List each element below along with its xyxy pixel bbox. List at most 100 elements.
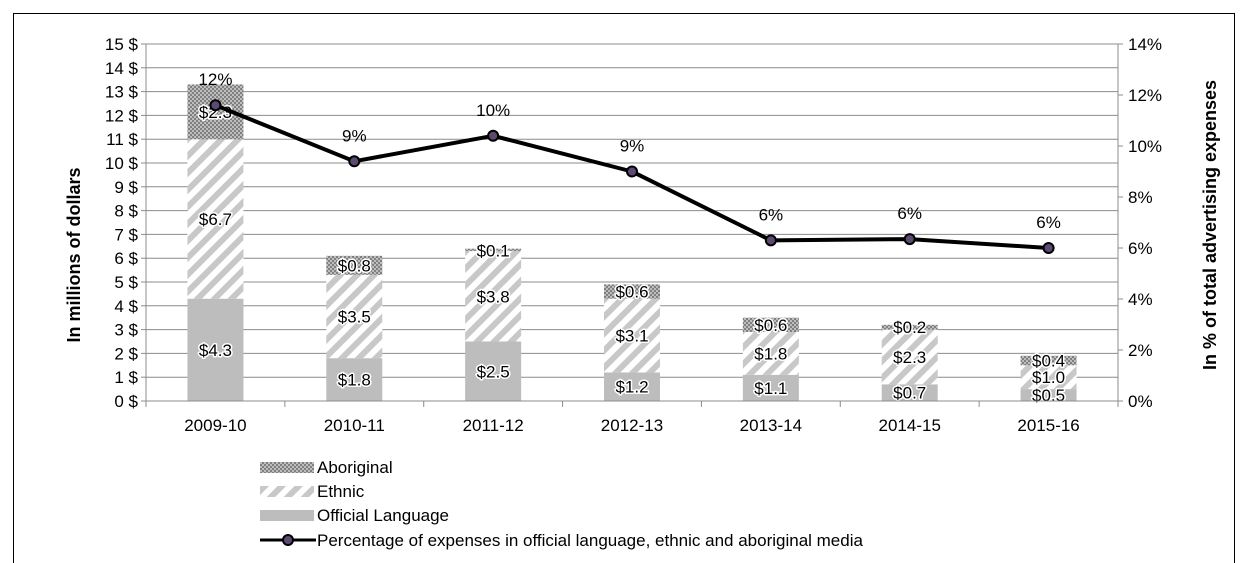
bar-data-label: $2.5 [477, 362, 510, 381]
bar-official-language [742, 374, 799, 401]
line-data-label: 6% [1036, 213, 1061, 232]
legend-swatch-aboriginal [260, 462, 314, 473]
chart-frame [13, 13, 1235, 563]
legend-swatch-marker [282, 534, 294, 546]
line-point [764, 234, 777, 247]
bar-data-label: $0.2 [893, 318, 926, 337]
bar-data-label: $1.8 [338, 371, 371, 390]
line-point [903, 233, 916, 246]
bar-aboriginal [465, 248, 522, 252]
line-data-label: 9% [620, 137, 645, 156]
bar-data-label: $1.1 [754, 379, 787, 398]
bar-data-label: $0.5 [1032, 386, 1065, 405]
bar-aboriginal [604, 284, 660, 299]
y2-tick-label: 4% [1128, 290, 1153, 309]
legend-label-official: Official Language [317, 506, 449, 525]
bar-data-label: $0.7 [893, 384, 926, 403]
bar-ethnic [465, 251, 522, 342]
x-tick-label: 2010-11 [324, 416, 385, 435]
bar-data-label: $3.1 [615, 327, 648, 346]
bar-data-label: $0.6 [615, 283, 648, 302]
bar-official-language [1020, 389, 1077, 401]
y-tick-label: 11 $ [106, 130, 138, 149]
y-tick-label: 1 $ [114, 368, 138, 387]
bar-official-language [465, 341, 522, 401]
bar-data-label: $3.8 [477, 287, 510, 306]
bar-data-label: $1.0 [1032, 368, 1065, 387]
line-point [487, 129, 500, 142]
bar-official-language [187, 298, 244, 401]
y-tick-label: 10 $ [105, 154, 139, 173]
y-tick-label: 2 $ [114, 344, 138, 363]
y2-tick-label: 0% [1128, 392, 1153, 411]
y-tick-label: 0 $ [114, 392, 138, 411]
y-tick-label: 12 $ [105, 106, 139, 125]
line-data-label: 12% [198, 70, 232, 89]
bar-aboriginal [326, 255, 383, 275]
bar-ethnic [326, 274, 383, 359]
y-tick-label: 14 $ [105, 59, 139, 78]
bar-ethnic [881, 329, 938, 385]
line-data-label: 6% [897, 204, 922, 223]
bar-data-label: $4.3 [199, 341, 232, 360]
y-tick-label: 4 $ [114, 297, 138, 316]
y2-axis-title: In % of total advertising expenses [1200, 80, 1220, 370]
legend-swatch-ethnic [260, 486, 314, 497]
legend-label-aboriginal: Aboriginal [317, 458, 393, 477]
bar-ethnic [742, 331, 799, 375]
bar-ethnic [187, 139, 244, 299]
bar-official-language [881, 384, 938, 401]
bar-data-label: $1.2 [615, 378, 648, 397]
x-tick-label: 2014-15 [879, 416, 941, 435]
bar-ethnic [604, 298, 660, 373]
bar-aboriginal [1020, 355, 1077, 366]
line-data-label: 10% [476, 101, 510, 120]
line-point [209, 99, 222, 112]
legend-swatch-official [260, 510, 314, 521]
axes: 0 $ 1 $ 2 $ 3 $ 4 $ 5 $ 6 $ 7 $ 8 $ 9 $ 10 $ 11 $ 12… [105, 35, 1162, 435]
bar-ethnic [1020, 365, 1077, 390]
y2-tick-label: 12% [1128, 86, 1162, 105]
bar-official-language [604, 372, 660, 401]
bar-data-labels: $4.3 $6.7 $2.3 $1.8 $3.5 $0.8 $2.5 $3.8 $0.1 $1.2… [197, 101, 1066, 406]
bar-data-label: $3.5 [338, 308, 371, 327]
bar-aboriginal [742, 317, 799, 332]
y-tick-label: 6 $ [114, 249, 138, 268]
y-tick-label: 5 $ [114, 273, 138, 292]
bar-data-label: $0.8 [338, 256, 371, 275]
x-tick-label: 2015-16 [1017, 416, 1079, 435]
y2-tick-label: 8% [1128, 188, 1153, 207]
line-point [348, 155, 361, 168]
y-axis-title: In millions of dollars [64, 167, 84, 342]
y-tick-label: 8 $ [114, 202, 138, 221]
bars [187, 84, 1077, 401]
x-tick-label: 2009-10 [184, 416, 246, 435]
line-data-label: 6% [759, 205, 784, 224]
y2-tick-label: 14% [1128, 35, 1162, 54]
y-tick-label: 7 $ [114, 225, 138, 244]
y-tick-label: 13 $ [105, 83, 139, 102]
y2-tick-label: 10% [1128, 137, 1162, 156]
bar-data-label: $1.8 [754, 344, 787, 363]
y2-tick-label: 2% [1128, 341, 1153, 360]
x-tick-label: 2011-12 [463, 416, 524, 435]
bar-data-label: $0.6 [754, 316, 787, 335]
x-tick-label: 2013-14 [740, 416, 802, 435]
percentage-line: 12% 9% 10% 9% 6% 6% 6% [198, 70, 1061, 254]
bar-official-language [326, 358, 383, 401]
bar-data-label: $2.3 [893, 348, 926, 367]
y-tick-label: 9 $ [114, 178, 138, 197]
y-tick-label: 3 $ [114, 321, 138, 340]
x-tick-label: 2012-13 [601, 416, 663, 435]
bar-aboriginal [881, 324, 938, 330]
line-point [626, 165, 638, 178]
legend-label-line: Percentage of expenses in official langu… [317, 531, 863, 550]
legend: Aboriginal Ethnic Official Language Perc… [260, 458, 863, 550]
y-tick-label: 15 $ [105, 35, 139, 54]
line-point [1042, 242, 1055, 254]
bar-data-label: $0.4 [1032, 352, 1065, 371]
bar-data-label: $6.7 [199, 210, 232, 229]
bar-data-label: $0.1 [477, 242, 510, 261]
legend-label-ethnic: Ethnic [317, 482, 365, 501]
